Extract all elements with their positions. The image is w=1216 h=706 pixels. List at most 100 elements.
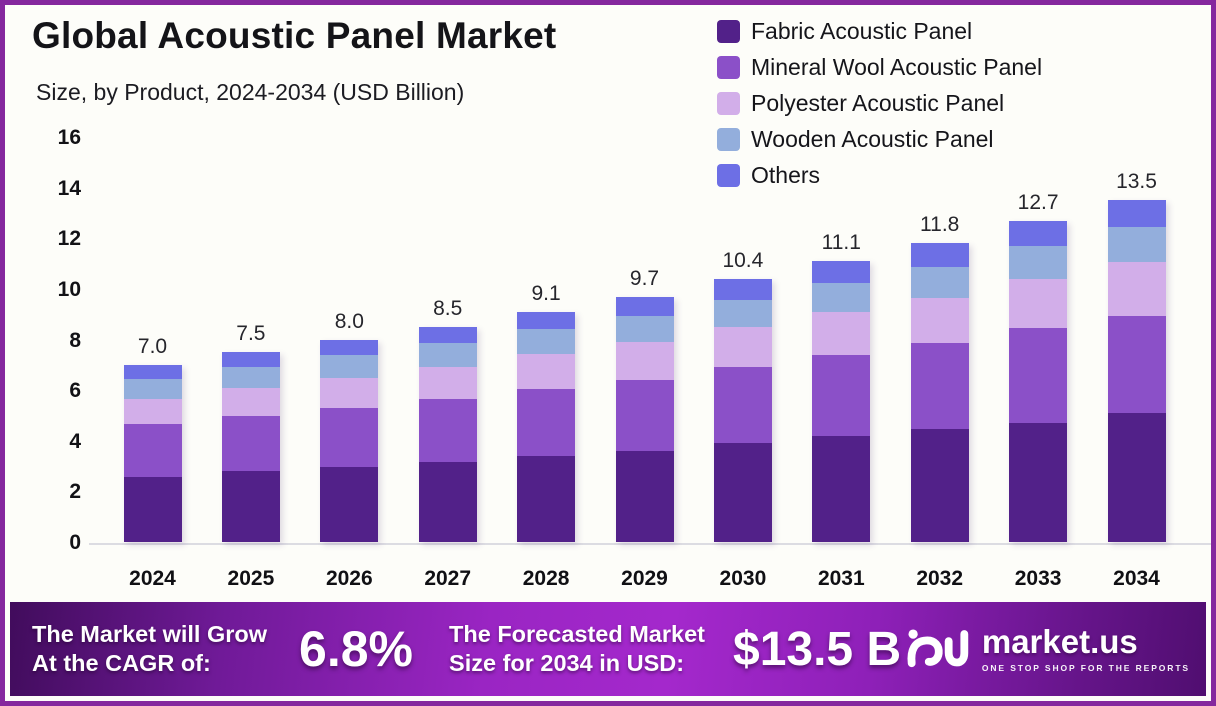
bar-2025-segment-wooden-acoustic-panel — [221, 367, 280, 389]
y-tick-6: 6 — [69, 379, 81, 403]
page-subtitle: Size, by Product, 2024-2034 (USD Billion… — [36, 79, 465, 105]
bar-2029 — [615, 296, 674, 542]
bar-2032-segment-mineral-wool-acoustic-panel — [910, 343, 969, 430]
bar-2026-segment-polyester-acoustic-panel — [320, 377, 379, 408]
x-tick-2033: 2033 — [1014, 567, 1062, 590]
bar-2034-segment-mineral-wool-acoustic-panel — [1107, 315, 1166, 413]
legend-swatch-icon — [717, 55, 740, 79]
legend-label: Others — [751, 161, 821, 188]
x-tick-2029: 2029 — [621, 567, 668, 590]
bar-2031-segment-polyester-acoustic-panel — [812, 312, 871, 355]
x-tick-2026: 2026 — [325, 567, 373, 590]
bar-2028-segment-mineral-wool-acoustic-panel — [517, 388, 576, 456]
bar-2025 — [221, 352, 280, 542]
x-tick-2034: 2034 — [1113, 567, 1160, 590]
bar-2032-segment-fabric-acoustic-panel — [910, 429, 969, 542]
x-tick-2027: 2027 — [424, 567, 472, 590]
brand-tagline: ONE STOP SHOP FOR THE REPORTS — [981, 663, 1190, 673]
x-tick-2028: 2028 — [522, 567, 570, 590]
total-label-2027: 8.5 — [433, 296, 463, 320]
total-label-2025: 7.5 — [236, 322, 266, 346]
legend-item-wooden-acoustic-panel: Wooden Acoustic Panel — [717, 121, 1042, 157]
bar-2025-segment-fabric-acoustic-panel — [221, 471, 280, 542]
bar-2026-segment-others — [320, 339, 379, 356]
total-label-2029: 9.7 — [629, 266, 660, 290]
y-tick-0: 0 — [69, 531, 81, 554]
bar-2031 — [812, 261, 871, 542]
bar-2032-segment-others — [910, 243, 969, 267]
forecast-label-line2: Size for 2034 in USD: — [449, 650, 685, 676]
bar-2027-segment-others — [418, 326, 477, 344]
bar-2030-segment-fabric-acoustic-panel — [713, 443, 772, 542]
x-axis-line — [89, 543, 1211, 545]
bar-2034 — [1107, 200, 1166, 542]
bar-2024-segment-mineral-wool-acoustic-panel — [123, 424, 182, 478]
bar-2033 — [1009, 220, 1068, 542]
legend-swatch-icon — [717, 91, 740, 115]
cagr-label-line2: At the CAGR of: — [32, 650, 211, 676]
bar-2028-segment-wooden-acoustic-panel — [517, 328, 576, 354]
bar-2028-segment-polyester-acoustic-panel — [517, 353, 576, 389]
brand-text: market.us ONE STOP SHOP FOR THE REPORTS — [982, 625, 1190, 673]
legend-swatch-icon — [717, 163, 740, 187]
market-us-logo-icon — [906, 623, 970, 675]
bar-2028-segment-fabric-acoustic-panel — [517, 455, 576, 542]
bar-2027 — [418, 326, 477, 542]
cagr-value: 6.8% — [299, 621, 414, 677]
bar-2026-segment-fabric-acoustic-panel — [320, 467, 379, 542]
bar-2034-segment-fabric-acoustic-panel — [1107, 412, 1166, 542]
bar-2033-segment-fabric-acoustic-panel — [1009, 423, 1068, 542]
brand-name: market.us — [981, 623, 1138, 660]
y-tick-2: 2 — [69, 480, 81, 504]
forecast-value: $13.5 B — [733, 622, 902, 676]
x-tick-2030: 2030 — [719, 567, 767, 590]
legend-item-others: Others — [717, 157, 1042, 193]
bar-2025-segment-mineral-wool-acoustic-panel — [221, 415, 280, 472]
forecast-label: The Forecasted Market Size for 2034 in U… — [449, 620, 705, 678]
total-label-2032: 11.8 — [920, 213, 960, 237]
total-label-2034: 13.5 — [1116, 170, 1157, 194]
bar-2030-segment-mineral-wool-acoustic-panel — [713, 367, 772, 444]
total-label-2026: 8.0 — [334, 309, 364, 333]
bar-2032-segment-polyester-acoustic-panel — [910, 297, 969, 344]
x-tick-2031: 2031 — [817, 567, 865, 590]
bar-2031-segment-others — [812, 261, 871, 284]
y-tick-8: 8 — [69, 328, 81, 352]
bar-2031-segment-mineral-wool-acoustic-panel — [812, 354, 871, 436]
bar-2028 — [517, 311, 576, 542]
bar-2030 — [713, 278, 772, 542]
legend-label: Polyester Acoustic Panel — [751, 89, 1005, 116]
y-tick-14: 14 — [57, 176, 81, 200]
cagr-label-line1: The Market will Grow — [32, 620, 268, 647]
bar-2024-segment-others — [123, 364, 182, 379]
legend-item-mineral-wool-acoustic-panel: Mineral Wool Acoustic Panel — [717, 49, 1042, 85]
y-tick-16: 16 — [57, 126, 81, 150]
forecast-label-line1: The Forecasted Market — [449, 620, 705, 647]
bar-2026-segment-mineral-wool-acoustic-panel — [320, 407, 379, 468]
page-title: Global Acoustic Panel Market — [32, 15, 557, 56]
bar-2024-segment-fabric-acoustic-panel — [123, 477, 182, 542]
bar-2027-segment-polyester-acoustic-panel — [418, 366, 477, 400]
bar-2028-segment-others — [517, 311, 576, 329]
bar-2032-segment-wooden-acoustic-panel — [910, 266, 969, 298]
footer-banner: The Market will Grow At the CAGR of: 6.8… — [10, 602, 1206, 696]
bar-2029-segment-wooden-acoustic-panel — [615, 316, 674, 343]
x-tick-2032: 2032 — [916, 567, 964, 590]
total-label-2024: 7.0 — [137, 334, 168, 358]
cagr-label: The Market will Grow At the CAGR of: — [32, 620, 267, 678]
legend-swatch-icon — [717, 19, 740, 43]
bar-2027-segment-fabric-acoustic-panel — [418, 462, 477, 542]
bar-2030-segment-wooden-acoustic-panel — [713, 299, 772, 327]
bar-2032 — [910, 243, 969, 542]
legend-swatch-icon — [717, 127, 740, 151]
total-label-2033: 12.7 — [1017, 190, 1059, 214]
bar-2025-segment-polyester-acoustic-panel — [221, 388, 280, 416]
x-tick-2024: 2024 — [129, 567, 176, 590]
total-label-2031: 11.1 — [821, 231, 861, 255]
bar-2030-segment-others — [713, 278, 772, 300]
chart-legend: Fabric Acoustic Panel Mineral Wool Acoust… — [717, 13, 1042, 193]
total-label-2028: 9.1 — [531, 281, 561, 305]
bar-2026-segment-wooden-acoustic-panel — [320, 355, 379, 378]
